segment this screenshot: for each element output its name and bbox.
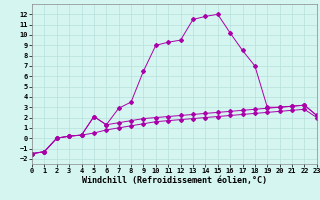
X-axis label: Windchill (Refroidissement éolien,°C): Windchill (Refroidissement éolien,°C)	[82, 176, 267, 185]
